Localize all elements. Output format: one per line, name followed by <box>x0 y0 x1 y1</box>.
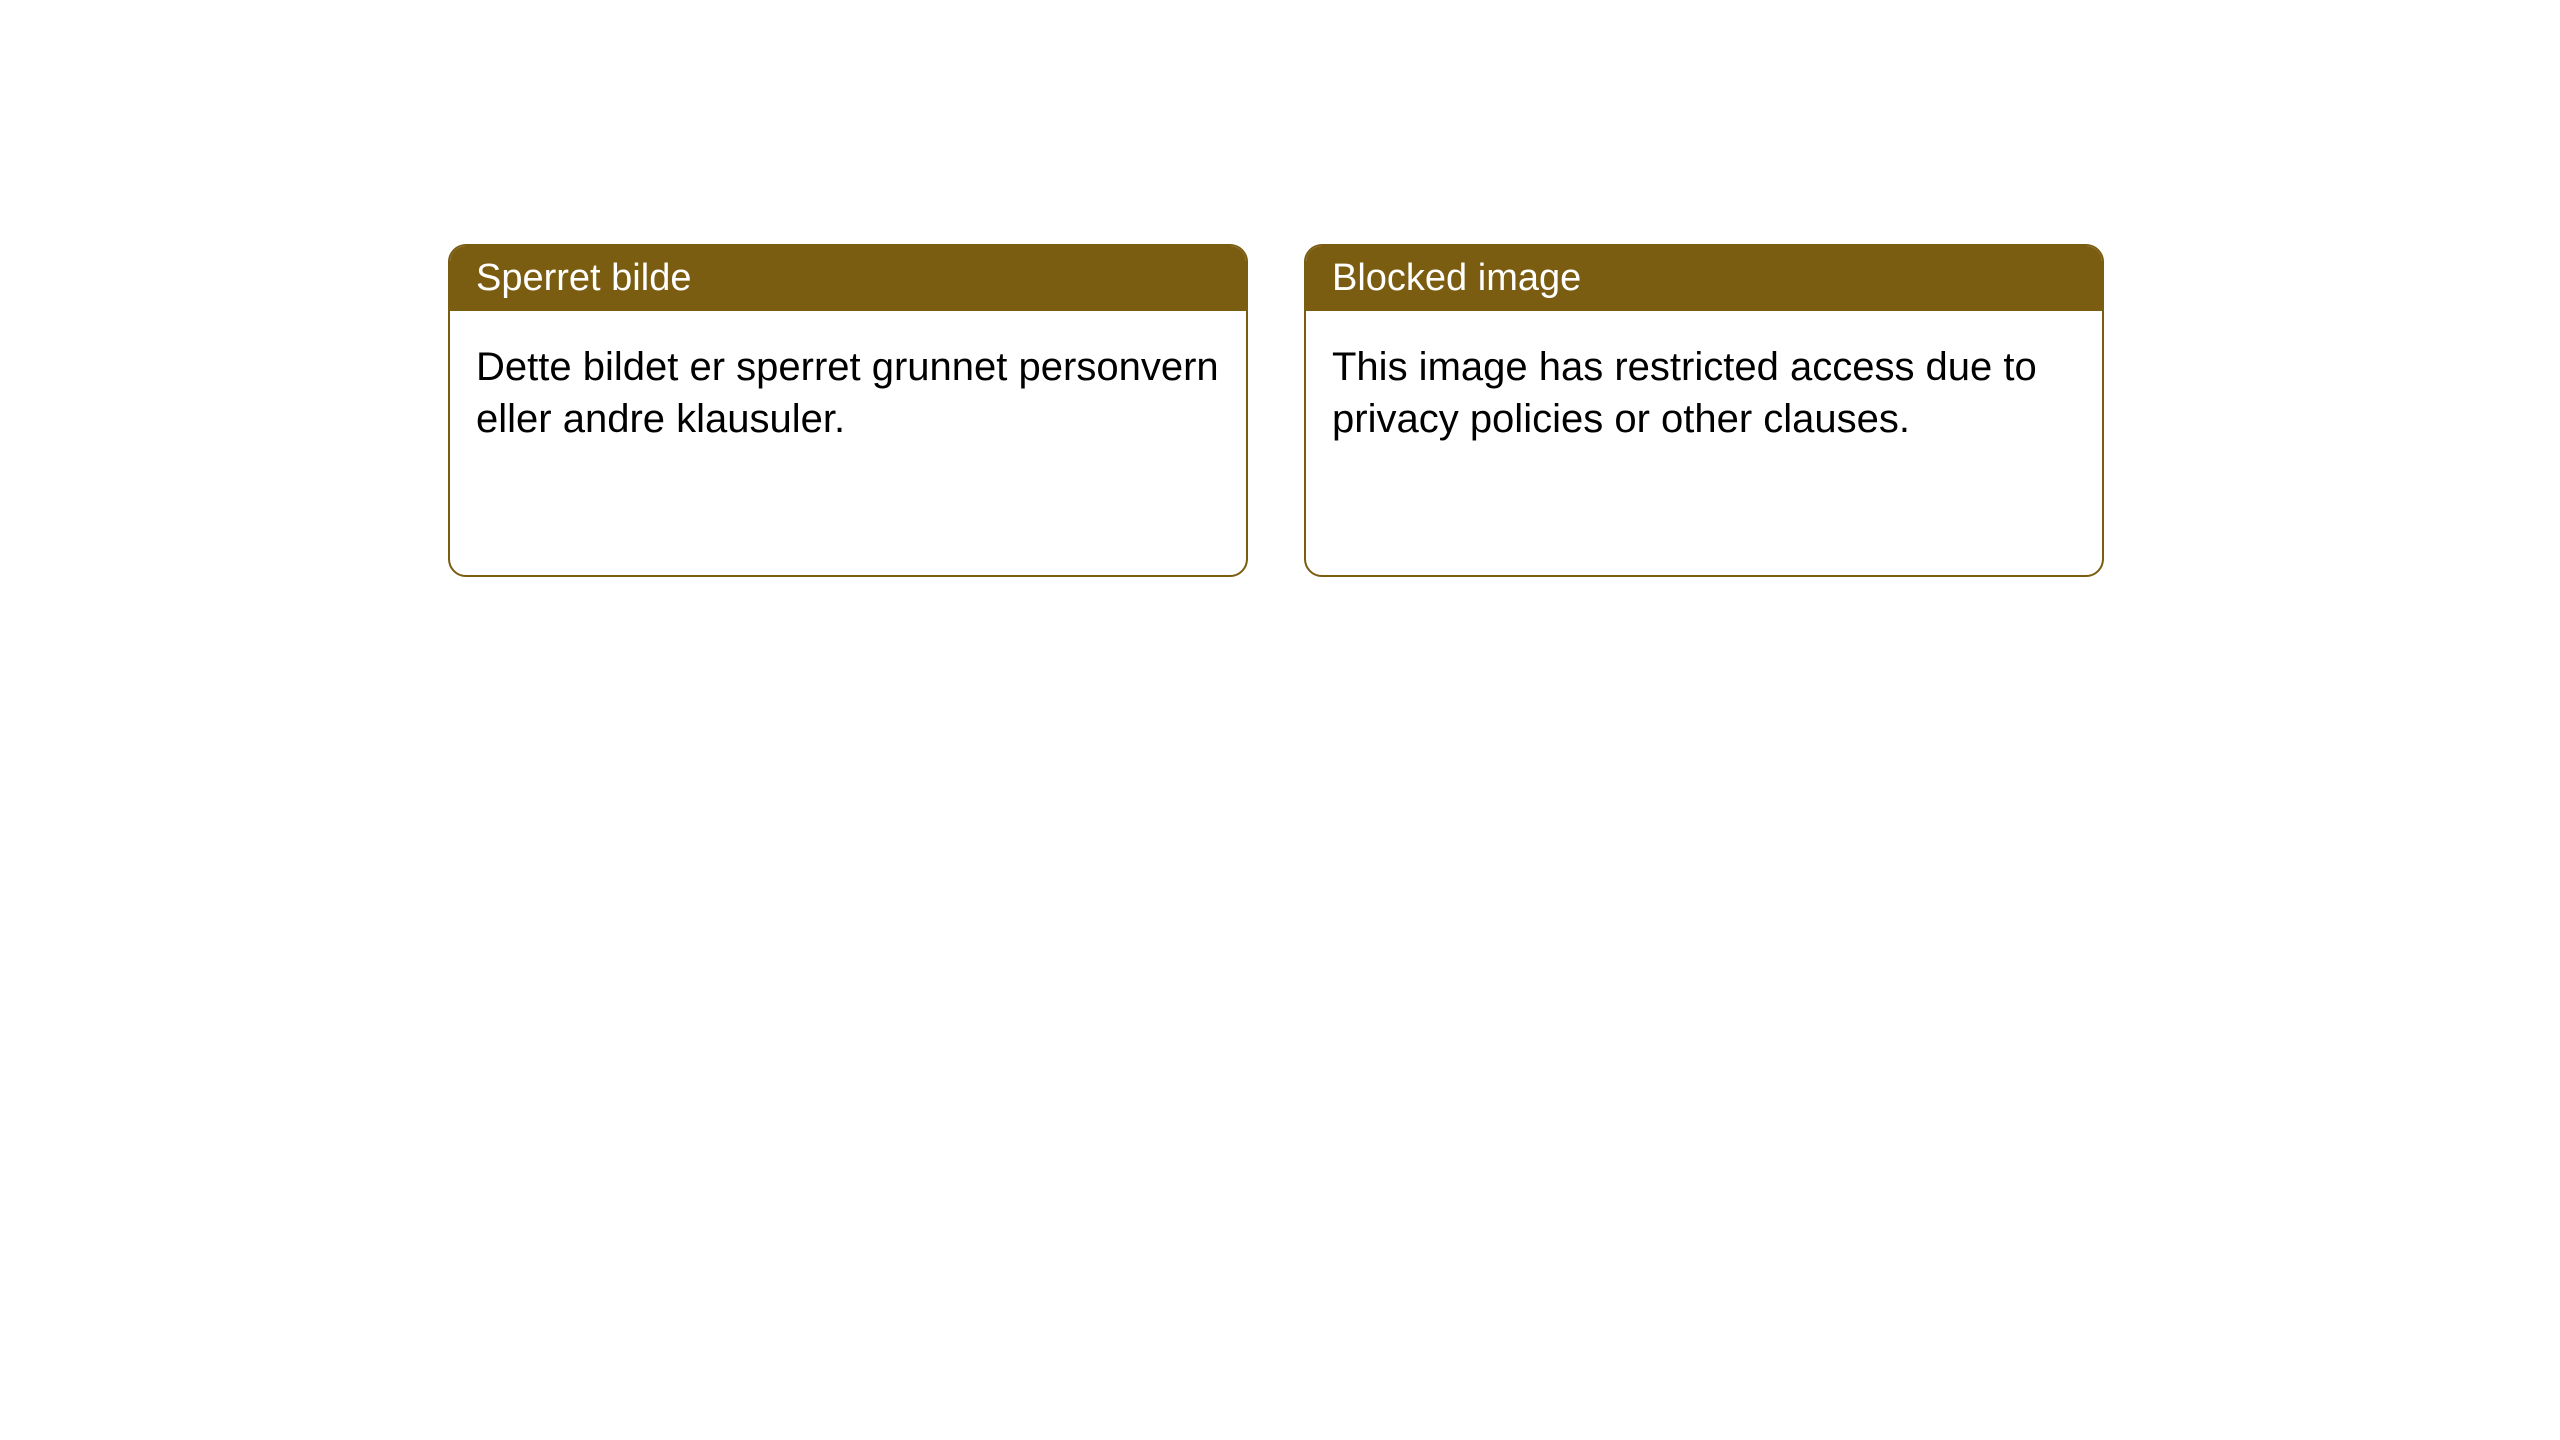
blocked-image-card-en: Blocked image This image has restricted … <box>1304 244 2104 577</box>
card-body-no: Dette bildet er sperret grunnet personve… <box>450 311 1246 475</box>
card-title-no: Sperret bilde <box>476 257 691 299</box>
blocked-image-card-no: Sperret bilde Dette bildet er sperret gr… <box>448 244 1248 577</box>
card-message-en: This image has restricted access due to … <box>1332 345 2037 441</box>
cards-container: Sperret bilde Dette bildet er sperret gr… <box>0 0 2560 577</box>
card-message-no: Dette bildet er sperret grunnet personve… <box>476 345 1219 441</box>
card-header-en: Blocked image <box>1306 246 2102 311</box>
card-header-no: Sperret bilde <box>450 246 1246 311</box>
card-title-en: Blocked image <box>1332 257 1581 299</box>
card-body-en: This image has restricted access due to … <box>1306 311 2102 475</box>
